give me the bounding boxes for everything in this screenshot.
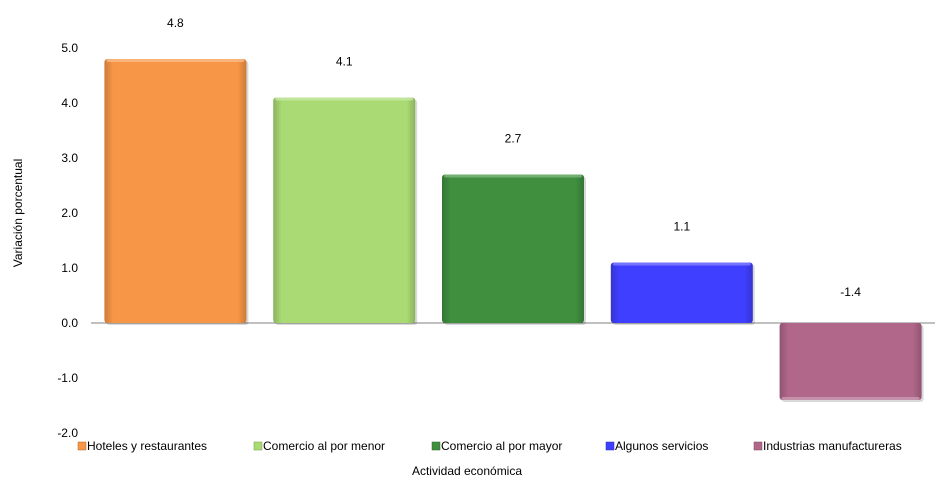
bar-highlight xyxy=(444,174,582,178)
bar xyxy=(442,174,584,323)
y-tick-label: -1.0 xyxy=(57,371,78,385)
data-label: 1.1 xyxy=(673,220,690,234)
data-label: 4.8 xyxy=(167,16,184,30)
legend-swatch xyxy=(253,441,263,451)
y-tick-label: 2.0 xyxy=(61,206,78,220)
legend-swatch xyxy=(605,441,615,451)
legend-label: Comercio al por mayor xyxy=(441,439,562,453)
bar-highlight xyxy=(612,262,751,266)
y-axis-label: Variación porcentual xyxy=(11,159,25,268)
x-axis-label: Actividad económica xyxy=(412,464,522,478)
data-label: -1.4 xyxy=(840,285,861,299)
bar xyxy=(104,59,247,323)
data-label: 4.1 xyxy=(336,55,353,69)
y-tick-label: 1.0 xyxy=(61,261,78,275)
bars-layer xyxy=(104,59,924,402)
data-label: 2.7 xyxy=(505,132,522,146)
bar xyxy=(273,97,416,323)
bar xyxy=(610,262,753,323)
bar-highlight xyxy=(275,97,414,101)
legend-swatch xyxy=(753,441,763,451)
legend-swatch xyxy=(431,441,441,451)
legend-swatch xyxy=(77,441,87,451)
y-tick-label: 0.0 xyxy=(61,316,78,330)
legend-label: Comercio al por menor xyxy=(263,439,385,453)
bar-highlight xyxy=(106,59,245,62)
legend-label: Hoteles y restaurantes xyxy=(87,439,207,453)
y-tick-label: 4.0 xyxy=(61,96,78,110)
legend-label: Algunos servicios xyxy=(615,439,708,453)
y-tick-label: 3.0 xyxy=(61,151,78,165)
legend-label: Industrias manufactureras xyxy=(763,439,902,453)
y-tick-label: 5.0 xyxy=(61,41,78,55)
value-labels-layer: 4.8 4.1 2.7 1.1 -1.4 xyxy=(167,16,861,299)
y-tick-label: -2.0 xyxy=(57,426,78,440)
legend: Hoteles y restaurantes Comercio al por me… xyxy=(77,439,902,453)
bar-highlight xyxy=(781,397,920,400)
bar xyxy=(779,323,922,400)
